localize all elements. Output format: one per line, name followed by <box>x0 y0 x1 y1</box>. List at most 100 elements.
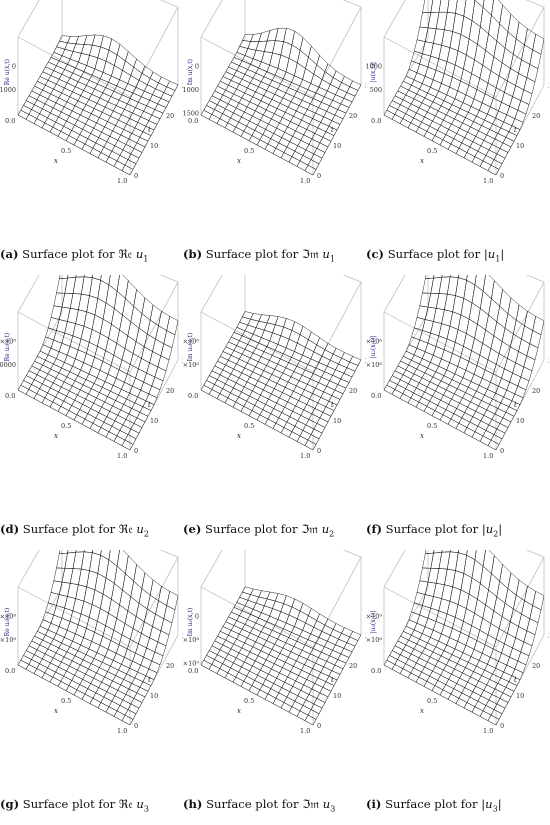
surface-cell <box>474 0 485 8</box>
surface-cell <box>258 590 271 600</box>
surface-cell <box>430 551 443 569</box>
surface-cell <box>49 126 62 137</box>
caption-subscript: 3 <box>143 804 149 814</box>
t-axis-label: t <box>514 126 517 134</box>
surface-cell <box>288 431 301 442</box>
surface-cell <box>86 55 99 70</box>
surface-cell <box>94 57 107 73</box>
surface-cell <box>446 325 459 343</box>
surface-cell <box>99 635 112 650</box>
surface-cell <box>532 315 545 336</box>
surface-cell <box>488 298 500 323</box>
surface-cell <box>468 577 481 600</box>
surface-mesh <box>17 34 179 176</box>
surface-cell <box>78 53 90 66</box>
surface-cell <box>264 418 277 429</box>
surface-cell <box>419 53 431 68</box>
surface-cell <box>326 359 339 371</box>
t-tick-label: 10 <box>516 692 524 700</box>
surface-cell <box>463 702 476 713</box>
surface-cell <box>419 292 432 308</box>
surface-cell <box>468 20 481 45</box>
surface-cell <box>277 335 290 349</box>
surface-cell <box>463 152 476 163</box>
surface-cell <box>473 89 486 104</box>
surface-cell <box>67 36 79 45</box>
surface-cell <box>419 12 432 29</box>
surface-cell <box>521 325 533 345</box>
surface-cell <box>148 385 161 399</box>
surface-cell <box>532 33 545 55</box>
surface-cell <box>515 626 528 643</box>
surface-cell <box>138 358 150 374</box>
surface-cell <box>495 660 507 673</box>
surface-cell <box>532 590 545 611</box>
caption-function: ℜ𝔢 <box>118 247 136 261</box>
surface-cell <box>326 635 339 646</box>
surface-cell <box>506 381 519 395</box>
surface-cell <box>163 86 176 97</box>
surface-cell <box>433 583 445 599</box>
surface-cell <box>256 139 269 150</box>
surface-plot-f: 0.0 0.5 1.0 x 0 10 20 30 t 2×10⁶ 1×10⁶ |u₂(x,t)| <box>366 275 549 460</box>
surface-cell <box>462 644 475 657</box>
surface-cell <box>252 327 265 338</box>
caption-subscript: 3 <box>492 804 498 814</box>
surface-cell <box>88 641 101 654</box>
surface-cell <box>449 628 461 642</box>
surface-cell <box>69 568 82 585</box>
surface-cell <box>224 397 237 408</box>
surface-cell <box>108 38 121 56</box>
surface-cell <box>482 329 495 349</box>
t-tick-label: 10 <box>333 692 341 700</box>
surface-cell <box>416 580 429 595</box>
surface-cell <box>493 321 506 342</box>
surface-cell <box>244 324 257 335</box>
t-axis-label: t <box>148 126 151 134</box>
surface-cell <box>53 292 66 308</box>
surface-cell <box>163 605 176 624</box>
surface-cell <box>288 329 301 344</box>
surface-cell <box>224 672 237 683</box>
surface-cell <box>446 600 459 618</box>
surface-cell <box>431 685 444 696</box>
surface-cell <box>264 598 276 609</box>
surface-cell <box>73 139 86 150</box>
surface-mesh <box>17 275 179 451</box>
surface-cell <box>471 156 484 167</box>
surface-cell <box>521 600 533 620</box>
surface-cell <box>485 589 498 612</box>
surface-cell <box>485 33 498 58</box>
caption-subscript: 1 <box>329 254 335 264</box>
surface-cell <box>419 330 431 344</box>
surface-cell <box>100 318 112 339</box>
x-tick-label: 0.0 <box>5 392 15 400</box>
surface-cell <box>100 593 112 614</box>
x-tick-label: 0.5 <box>61 697 71 705</box>
surface-cell <box>107 640 120 654</box>
surface-cell <box>116 43 129 62</box>
surface-cell <box>115 644 128 658</box>
surface-cell <box>105 156 118 167</box>
surface-cell <box>487 656 499 669</box>
surface-cell <box>275 27 287 42</box>
surface-cell <box>479 617 492 636</box>
surface-cell <box>113 160 126 172</box>
surface-cell <box>135 643 147 658</box>
surface-cell <box>89 422 102 434</box>
surface-cell <box>455 552 467 574</box>
surface-cell <box>116 79 129 90</box>
z-tick-label: 5×10⁸ <box>366 636 382 644</box>
surface-cell <box>61 332 74 347</box>
surface-cell <box>80 325 93 343</box>
surface-cell <box>47 622 60 634</box>
surface-cell <box>121 381 133 394</box>
surface-cell <box>72 276 85 295</box>
surface-cell <box>510 53 522 74</box>
surface-cell <box>50 305 63 320</box>
surface-cell <box>433 308 445 324</box>
surface-cell <box>41 672 54 683</box>
surface-cell <box>455 697 468 709</box>
surface-cell <box>506 656 519 670</box>
